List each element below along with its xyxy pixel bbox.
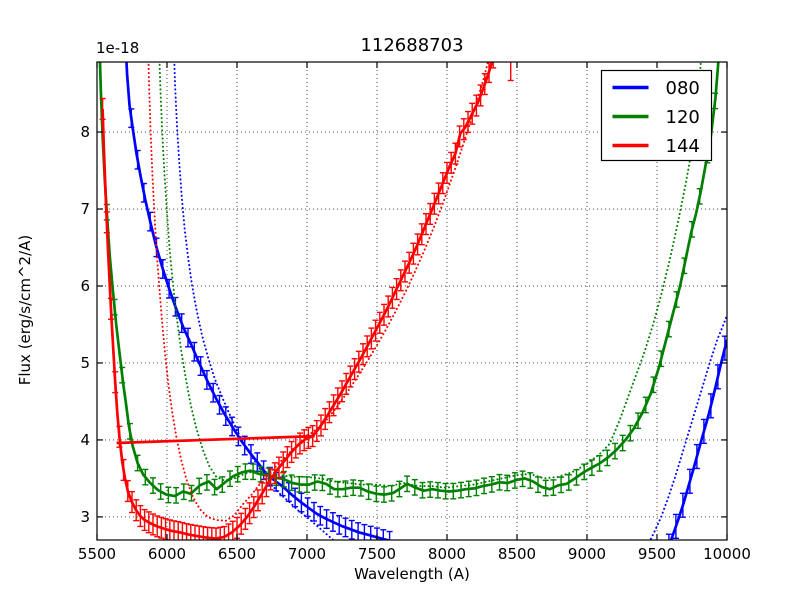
y-tick-label-6: 6 xyxy=(80,277,90,295)
legend-label-080: 080 xyxy=(666,78,700,99)
curve-080-dotted-2 xyxy=(173,62,335,540)
curve-144-dotted-3 xyxy=(147,62,489,522)
series-144 xyxy=(99,62,514,540)
curve-080-dotted-3 xyxy=(649,314,727,540)
errorbars-144-2 xyxy=(507,62,514,82)
curve-120-solid-0 xyxy=(98,62,720,498)
curve-080-solid-0 xyxy=(125,62,393,540)
x-tick-label-10000: 10000 xyxy=(703,545,751,563)
y-axis-label: Flux (erg/s/cm^2/A) xyxy=(16,235,34,386)
y-tick-label-4: 4 xyxy=(80,431,90,449)
chart-title: 112688703 xyxy=(360,35,463,56)
x-tick-label-6500: 6500 xyxy=(218,545,256,563)
x-tick-label-8000: 8000 xyxy=(428,545,466,563)
y-tick-label-3: 3 xyxy=(80,508,90,526)
y-axis-offset-label: 1e-18 xyxy=(96,39,139,57)
y-tick-label-7: 7 xyxy=(80,200,90,218)
y-tick-label-5: 5 xyxy=(80,354,90,372)
x-tick-label-8500: 8500 xyxy=(498,545,536,563)
axes-frame xyxy=(96,61,728,541)
legend-label-120: 120 xyxy=(666,107,700,128)
x-tick-label-9500: 9500 xyxy=(638,545,676,563)
x-tick-label-5500: 5500 xyxy=(78,545,116,563)
curve-144-solid-0 xyxy=(101,62,494,540)
curve-144-solid-1 xyxy=(116,434,315,445)
x-tick-label-7500: 7500 xyxy=(358,545,396,563)
x-tick-label-9000: 9000 xyxy=(568,545,606,563)
curve-120-dotted-1 xyxy=(158,62,702,489)
ticks xyxy=(96,62,728,540)
series-layer xyxy=(98,62,727,540)
x-tick-label-7000: 7000 xyxy=(288,545,326,563)
series-080 xyxy=(125,62,727,540)
legend-label-144: 144 xyxy=(666,136,700,157)
x-axis-label: Wavelength (A) xyxy=(354,565,470,583)
curve-080-solid-1 xyxy=(669,339,727,540)
y-tick-label-8: 8 xyxy=(80,123,90,141)
x-tick-label-6000: 6000 xyxy=(148,545,186,563)
